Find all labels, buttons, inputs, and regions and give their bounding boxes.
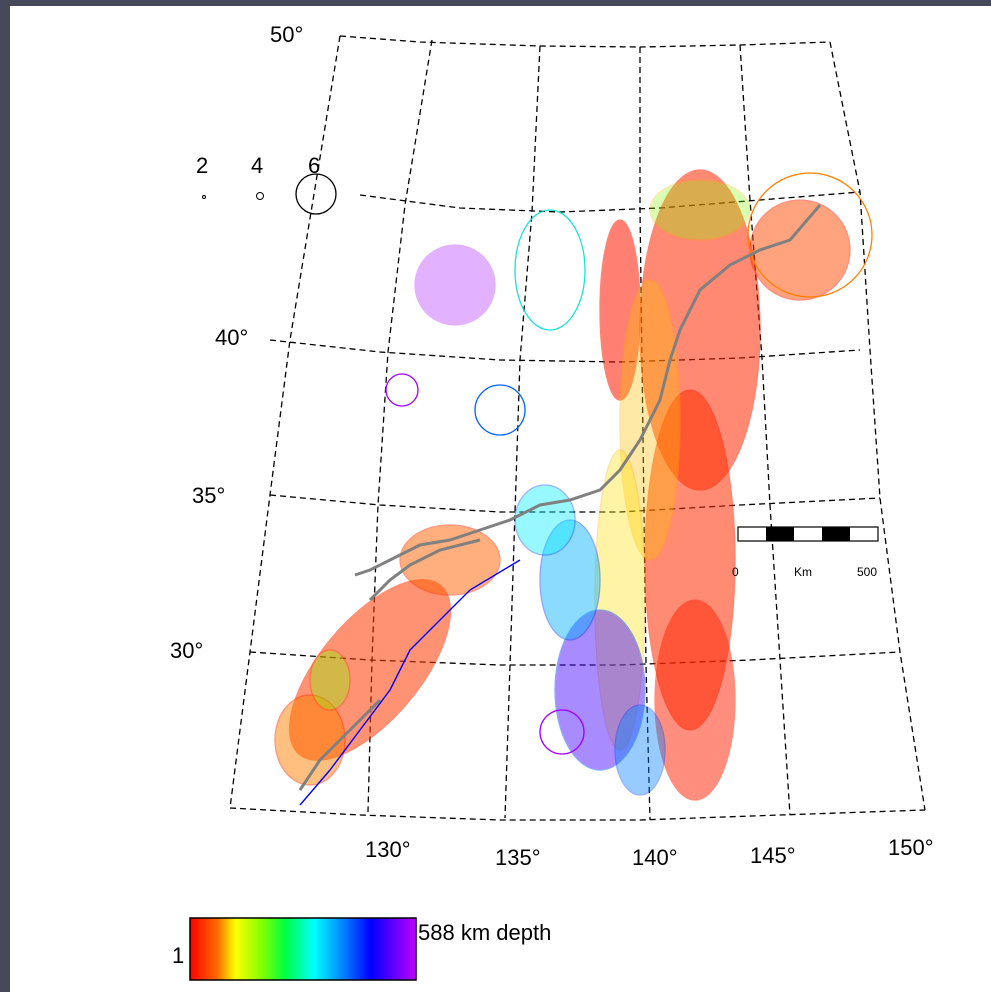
coastline-ryukyu — [298, 698, 382, 791]
depth-colorbar: 1 588 km depth — [172, 917, 551, 981]
graticule — [229, 35, 926, 821]
magnitude-label-4: 4 — [251, 153, 263, 178]
grid-line-lat-45 — [359, 191, 861, 213]
lon-label-150: 150° — [888, 835, 934, 860]
lon-label-140: 140° — [632, 845, 678, 870]
lon-label-145: 145° — [750, 843, 796, 868]
lat-label-30: 30° — [170, 638, 203, 663]
earthquake-cluster-japan-sea-mid — [474, 209, 586, 436]
lat-label-35: 35° — [192, 483, 225, 508]
scale-bar-start: 0 — [732, 565, 739, 579]
grid-line-lon-145 — [739, 44, 791, 816]
lat-label-40: 40° — [215, 325, 248, 350]
seismicity-map: 2 4 6 0 Km 500 50° 40° 35° 30° 130° 135°… — [170, 22, 934, 981]
earthquake-cluster-honshu-shallow — [599, 169, 851, 801]
earthquake-clusters — [274, 169, 873, 801]
axis-labels: 50° 40° 35° 30° 130° 135° 140° 145° 150° — [170, 22, 934, 870]
earthquake-cluster-izu-bonin — [514, 484, 666, 796]
magnitude-legend: 2 4 6 — [196, 153, 337, 215]
scale-bar-end: 500 — [857, 565, 877, 579]
grid-line-lon-right — [829, 41, 926, 811]
coastline — [298, 204, 822, 791]
grid-line-lon-135 — [504, 45, 541, 819]
depth-colorbar-gradient — [189, 917, 417, 981]
scale-bar-unit: Km — [794, 565, 812, 579]
magnitude-2-symbol — [202, 195, 206, 199]
magnitude-4-symbol — [256, 192, 264, 200]
grid-line-lat-35 — [269, 494, 881, 513]
lon-label-135: 135° — [495, 845, 541, 870]
lon-label-130: 130° — [365, 837, 411, 862]
magnitude-label-2: 2 — [196, 153, 208, 178]
grid-line-lat-40 — [269, 339, 861, 363]
grid-line-lat-bottom — [229, 807, 926, 821]
earthquake-cluster-japan-sea-deep — [385, 244, 585, 755]
depth-colorbar-max-label: 588 km depth — [418, 920, 551, 945]
coastline-shikoku-kyushu — [368, 538, 481, 602]
depth-colorbar-min-label: 1 — [172, 943, 184, 968]
map-frame: 2 4 6 0 Km 500 50° 40° 35° 30° 130° 135°… — [10, 6, 991, 992]
large-event-marker — [747, 172, 873, 298]
grid-line-lat-top — [339, 35, 831, 48]
scale-bar: 0 Km 500 — [732, 526, 879, 579]
grid-line-lon-130 — [367, 39, 433, 813]
magnitude-6-symbol — [295, 173, 337, 215]
earthquake-cluster-ryukyu — [274, 524, 501, 786]
lat-label-50: 50° — [270, 22, 303, 47]
magnitude-label-6: 6 — [308, 153, 320, 178]
coastline-honshu — [354, 204, 822, 577]
grid-line-lon-left — [229, 35, 341, 809]
trench-line — [299, 559, 521, 806]
